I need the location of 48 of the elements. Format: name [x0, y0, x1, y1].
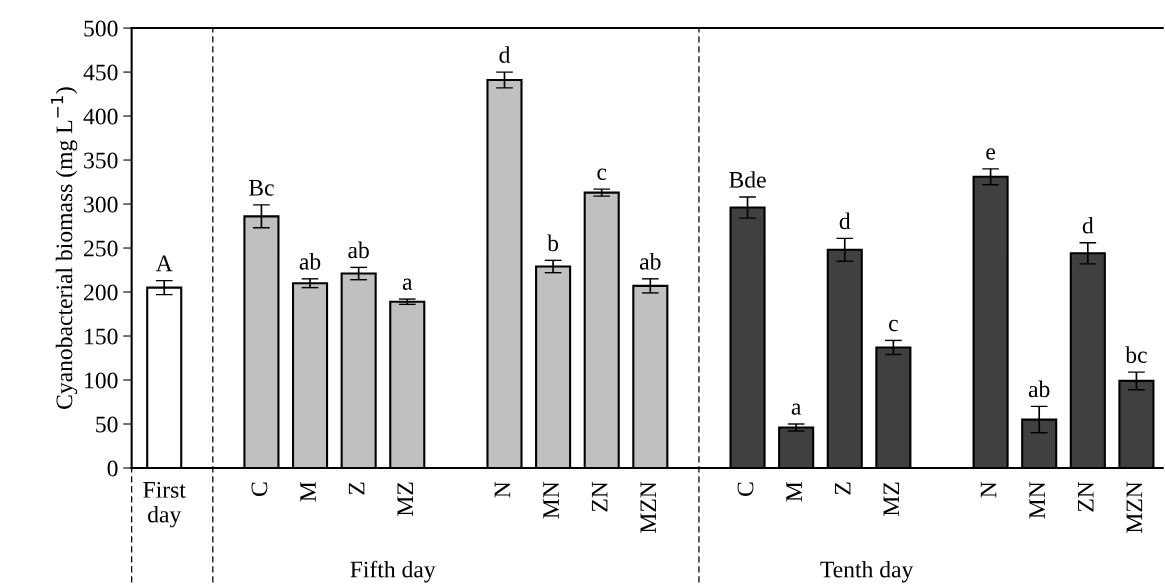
data-label: ab — [348, 241, 369, 259]
data-label: a — [402, 278, 413, 290]
data-label: b — [547, 234, 559, 252]
data-label: a — [791, 403, 802, 415]
x-tick-label: ZN — [1078, 481, 1094, 512]
x-tick-label: MZ — [883, 482, 900, 516]
x-tick-label: M — [300, 481, 316, 502]
y-tick-label: 300 — [84, 196, 118, 213]
x-tick-label: C — [251, 482, 268, 496]
data-label: d — [499, 46, 511, 63]
x-tick-label: Z — [834, 482, 851, 495]
y-tick-label: 50 — [96, 416, 118, 433]
y-tick-label: 250 — [84, 240, 118, 257]
data-label: Bc — [249, 180, 274, 196]
data-label: d — [839, 212, 851, 230]
x-tick-label: MZN — [640, 481, 656, 533]
data-label: d — [1082, 216, 1094, 234]
data-label: ab — [299, 253, 321, 270]
y-tick-label: 450 — [83, 64, 118, 81]
y-tick-label: 500 — [84, 20, 118, 37]
y-tick-label: 350 — [84, 152, 118, 169]
x-tick-label: MZ — [397, 482, 413, 516]
x-tick-label: Z — [348, 482, 365, 495]
text: Fifth day — [350, 560, 436, 583]
x-tick-label: MN — [1029, 481, 1045, 519]
y-tick-label: 100 — [85, 372, 118, 389]
data-label: ab — [640, 253, 661, 270]
x-tick-label: C — [737, 482, 754, 496]
x-tick-label: ZN — [591, 481, 608, 512]
x-tick-label: MZN — [1126, 481, 1143, 533]
data-label: c — [597, 168, 607, 180]
data-label: c — [889, 319, 898, 332]
x-tick-label: N — [980, 481, 997, 498]
x-tick-label: M — [786, 481, 802, 502]
data-label: bc — [1125, 346, 1147, 363]
data-label: e — [986, 148, 996, 160]
y-tick-label: 400 — [83, 108, 118, 125]
y-tick-label: 200 — [84, 284, 118, 301]
y-axis-title: Cyanobacterial biomass (mg L$^{−1}$) — [51, 87, 78, 409]
x-tick-label: First day — [143, 481, 186, 528]
data-label: A — [155, 255, 173, 272]
data-label: ab — [1028, 380, 1050, 398]
x-tick-label: N — [494, 481, 511, 498]
y-tick-label: 150 — [85, 328, 118, 345]
text: Tenth day — [820, 560, 914, 583]
y-tick-label: 0 — [107, 460, 118, 477]
data-label: Bde — [729, 171, 766, 188]
x-tick-label: MN — [543, 481, 559, 519]
